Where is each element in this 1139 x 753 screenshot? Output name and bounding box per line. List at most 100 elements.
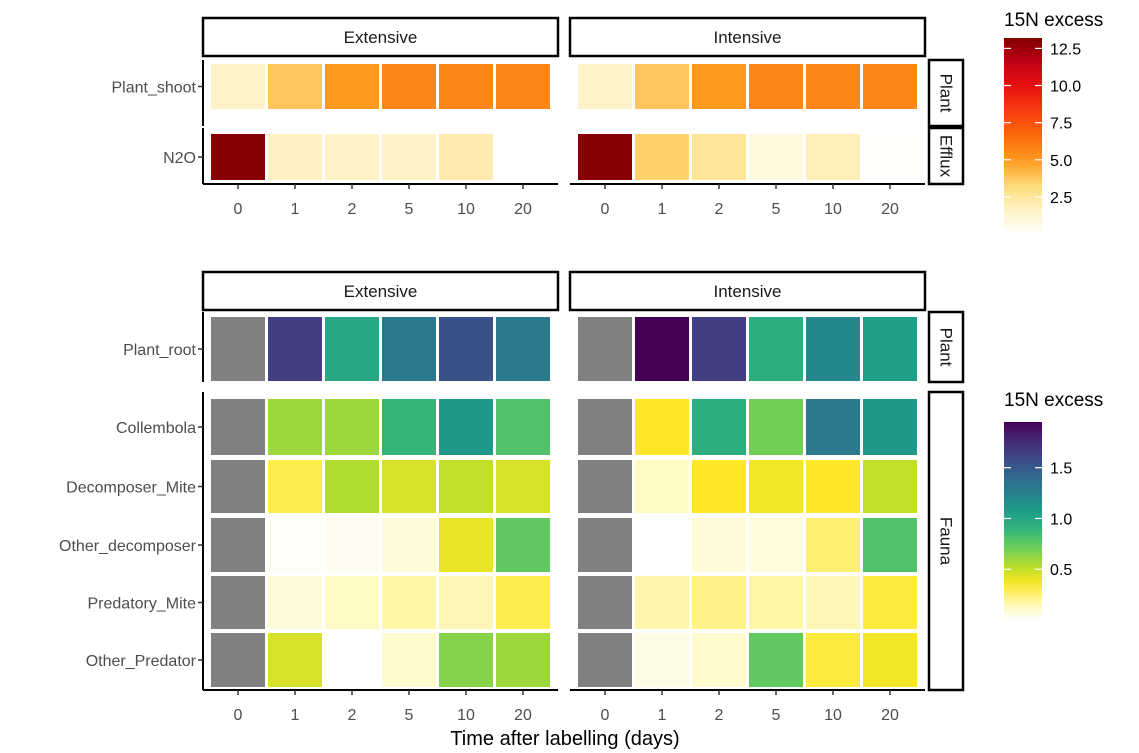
row-strip-fauna xyxy=(927,390,965,692)
heatmap-cell-extensive-plant-shoot-20 xyxy=(496,64,550,109)
heatmap-cell-intensive-other-predator-10 xyxy=(806,633,860,687)
x-tick-label: 1 xyxy=(291,201,300,218)
x-tick-label: 0 xyxy=(601,201,610,218)
heatmap-cell-intensive-plant-root-20 xyxy=(863,317,917,381)
legend-bottom: 15N excess 0.5 1.0 1.5 xyxy=(1004,390,1103,620)
row-strip-label: Plant xyxy=(937,328,956,367)
heatmap-cell-extensive-predatory-mite-1 xyxy=(268,576,322,629)
legend-tick-label: 10.0 xyxy=(1050,79,1081,96)
x-tick-label: 10 xyxy=(457,707,475,724)
heatmap-cell-extensive-predatory-mite-5 xyxy=(382,576,436,629)
row-strip-label: Plant xyxy=(937,74,956,113)
legend-top: 15N excess 2.5 5.0 7.5 10.0 12.5 xyxy=(1004,10,1103,234)
heatmap-panel-bottom: Extensive Intensive Plant Fauna Plant_root Co… xyxy=(59,270,1103,724)
heatmap-cell-intensive-predatory-mite-2 xyxy=(692,576,746,629)
heatmap-cell-extensive-other-predator-5 xyxy=(382,633,436,687)
x-tick-label: 2 xyxy=(348,201,357,218)
heatmap-cell-intensive-plant-shoot-10 xyxy=(806,64,860,109)
heatmap-cell-intensive-plant-root-5 xyxy=(749,317,803,381)
heatmap-cell-extensive-predatory-mite-2 xyxy=(325,576,379,629)
heatmap-cell-extensive-plant-root-20 xyxy=(496,317,550,381)
x-tick-label: 0 xyxy=(601,707,610,724)
heatmap-cell-intensive-other-decomposer-20 xyxy=(863,518,917,572)
heatmap-cell-extensive-n2o-10 xyxy=(439,134,493,180)
heatmap-cell-intensive-plant-shoot-2 xyxy=(692,64,746,109)
y-tick-label-other-decomposer: Other_decomposer xyxy=(59,538,197,555)
heatmap-cell-intensive-other-predator-5 xyxy=(749,633,803,687)
x-axis-title: Time after labelling (days) xyxy=(450,728,679,750)
legend-tick-label: 1.5 xyxy=(1050,461,1072,478)
heatmap-cell-extensive-collembola-5 xyxy=(382,399,436,455)
y-tick-label-other-predator: Other_Predator xyxy=(86,653,197,670)
heatmap-cell-intensive-other-decomposer-10 xyxy=(806,518,860,572)
row-strip-label: Fauna xyxy=(937,517,956,566)
heatmap-cell-intensive-plant-root-10 xyxy=(806,317,860,381)
heatmap-cell-intensive-predatory-mite-1 xyxy=(635,576,689,629)
heatmap-cell-intensive-other-predator-1 xyxy=(635,633,689,687)
x-tick-label: 20 xyxy=(881,201,899,218)
heatmap-cell-extensive-predatory-mite-0 xyxy=(211,576,265,629)
legend-colorbar xyxy=(1004,38,1042,234)
heatmap-cell-extensive-plant-root-0 xyxy=(211,317,265,381)
heatmap-cell-extensive-decomposer-mite-2 xyxy=(325,460,379,513)
heatmap-cell-extensive-plant-shoot-1 xyxy=(268,64,322,109)
facet-strip-intensive xyxy=(568,270,927,312)
heatmap-cell-extensive-n2o-0 xyxy=(211,134,265,180)
heatmap-cell-extensive-collembola-2 xyxy=(325,399,379,455)
facet-strip-label: Intensive xyxy=(713,28,781,47)
heatmap-cell-intensive-predatory-mite-5 xyxy=(749,576,803,629)
heatmap-cell-extensive-decomposer-mite-20 xyxy=(496,460,550,513)
x-tick-label: 0 xyxy=(234,201,243,218)
facet-strip-intensive xyxy=(568,16,927,58)
legend-tick-label: 2.5 xyxy=(1050,190,1072,207)
heatmap-cell-intensive-n2o-2 xyxy=(692,134,746,180)
facet-strip-label: Extensive xyxy=(344,282,418,301)
heatmap-cell-intensive-plant-shoot-1 xyxy=(635,64,689,109)
heatmap-cell-intensive-other-decomposer-5 xyxy=(749,518,803,572)
row-strip-plant xyxy=(927,310,965,384)
facet-strip-label: Intensive xyxy=(713,282,781,301)
heatmap-cell-extensive-other-decomposer-0 xyxy=(211,518,265,572)
heatmap-cell-intensive-collembola-10 xyxy=(806,399,860,455)
x-tick-label: 5 xyxy=(772,707,781,724)
heatmap-cell-intensive-n2o-0 xyxy=(578,134,632,180)
legend-tick-label: 7.5 xyxy=(1050,116,1072,133)
heatmap-cell-extensive-other-decomposer-20 xyxy=(496,518,550,572)
heatmap-cell-intensive-collembola-1 xyxy=(635,399,689,455)
heatmap-cell-extensive-other-decomposer-5 xyxy=(382,518,436,572)
heatmap-cell-extensive-other-predator-1 xyxy=(268,633,322,687)
heatmap-panel-top: Extensive Intensive Plant Efflux Plant_shoot… xyxy=(111,10,1103,234)
heatmap-cell-extensive-collembola-1 xyxy=(268,399,322,455)
heatmap-cell-extensive-other-decomposer-2 xyxy=(325,518,379,572)
heatmap-cell-intensive-decomposer-mite-20 xyxy=(863,460,917,513)
heatmap-cell-extensive-plant-root-10 xyxy=(439,317,493,381)
heatmap-cell-intensive-other-decomposer-2 xyxy=(692,518,746,572)
x-tick-label: 1 xyxy=(658,707,667,724)
heatmap-cell-extensive-collembola-20 xyxy=(496,399,550,455)
legend-tick-label: 1.0 xyxy=(1050,511,1072,528)
heatmap-cell-extensive-other-predator-20 xyxy=(496,633,550,687)
heatmap-cell-intensive-decomposer-mite-2 xyxy=(692,460,746,513)
heatmap-cell-intensive-plant-shoot-5 xyxy=(749,64,803,109)
heatmap-cell-intensive-plant-shoot-20 xyxy=(863,64,917,109)
heatmap-cell-intensive-predatory-mite-0 xyxy=(578,576,632,629)
heatmap-cell-intensive-predatory-mite-20 xyxy=(863,576,917,629)
heatmap-cell-intensive-plant-root-0 xyxy=(578,317,632,381)
row-strip-plant xyxy=(927,58,965,128)
heatmap-cell-intensive-predatory-mite-10 xyxy=(806,576,860,629)
heatmap-cell-intensive-collembola-20 xyxy=(863,399,917,455)
heatmap-cell-extensive-other-decomposer-10 xyxy=(439,518,493,572)
heatmap-cell-intensive-collembola-0 xyxy=(578,399,632,455)
heatmap-cell-extensive-n2o-1 xyxy=(268,134,322,180)
legend-title: 15N excess xyxy=(1004,10,1103,31)
x-tick-label: 20 xyxy=(514,201,532,218)
heatmap-cell-extensive-plant-root-5 xyxy=(382,317,436,381)
y-tick-label-plant-root: Plant_root xyxy=(123,342,196,359)
x-tick-label: 1 xyxy=(658,201,667,218)
heatmap-cell-extensive-decomposer-mite-0 xyxy=(211,460,265,513)
heatmap-cell-intensive-other-predator-20 xyxy=(863,633,917,687)
heatmap-cell-intensive-n2o-5 xyxy=(749,134,803,180)
y-tick-label-collembola: Collembola xyxy=(116,420,196,437)
heatmap-cell-intensive-other-predator-0 xyxy=(578,633,632,687)
heatmap-cell-intensive-plant-shoot-0 xyxy=(578,64,632,109)
